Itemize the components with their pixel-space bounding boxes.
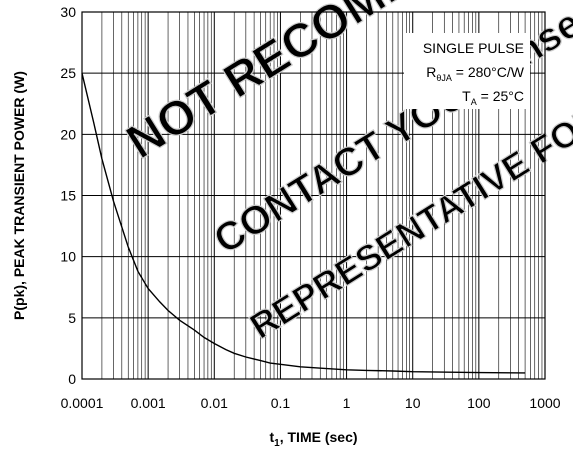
x-axis-label-rest: , TIME (sec) xyxy=(280,429,358,445)
plot-frame xyxy=(81,11,546,380)
annotation-ambient-temp-rest: = 25°C xyxy=(477,88,524,104)
x-tick-label: 1000 xyxy=(529,395,560,411)
x-tick-label: 100 xyxy=(467,395,491,411)
annotation-ambient-temp-main: T xyxy=(462,88,471,104)
x-axis-label: t1, TIME (sec) xyxy=(269,429,357,449)
x-tick-label: 10 xyxy=(405,395,421,411)
series-line-0 xyxy=(81,73,526,374)
annotation-thermal-resistance: RθJA = 280°C/W xyxy=(426,64,525,83)
annotation-single-pulse: SINGLE PULSE xyxy=(423,40,524,56)
annotation-ambient-temp: TA = 25°C xyxy=(462,88,524,107)
y-tick-label: 0 xyxy=(68,371,76,387)
x-tick-label: 0.001 xyxy=(131,395,166,411)
y-tick-label: 25 xyxy=(60,65,76,81)
y-tick-label: 10 xyxy=(60,249,76,265)
y-tick-label: 20 xyxy=(60,126,76,142)
y-tick-label: 30 xyxy=(60,4,76,20)
x-tick-label: 0.1 xyxy=(271,395,291,411)
annotation-ambient-temp-sub: A xyxy=(471,97,477,107)
x-tick-label: 1 xyxy=(343,395,351,411)
y-tick-labels: 0 5 10 15 20 25 30 xyxy=(60,4,76,387)
x-axis-label-sub: 1 xyxy=(274,438,280,449)
x-tick-label: 0.01 xyxy=(201,395,228,411)
x-tick-labels: 0.0001 0.001 0.01 0.1 1 10 100 1000 xyxy=(61,395,561,411)
annotation-thermal-resistance-main: R xyxy=(426,64,436,80)
x-axis-label-main: t xyxy=(269,429,274,445)
annotation-thermal-resistance-rest: = 280°C/W xyxy=(452,64,525,80)
series-layer xyxy=(81,73,526,374)
annotation-background xyxy=(404,33,530,109)
y-tick-label: 15 xyxy=(60,188,76,204)
annotation-thermal-resistance-sub: θJA xyxy=(436,73,452,83)
x-tick-label: 0.0001 xyxy=(61,395,104,411)
y-axis-label: P(pk), PEAK TRANSIENT POWER (W) xyxy=(11,71,27,320)
y-tick-label: 5 xyxy=(68,310,76,326)
